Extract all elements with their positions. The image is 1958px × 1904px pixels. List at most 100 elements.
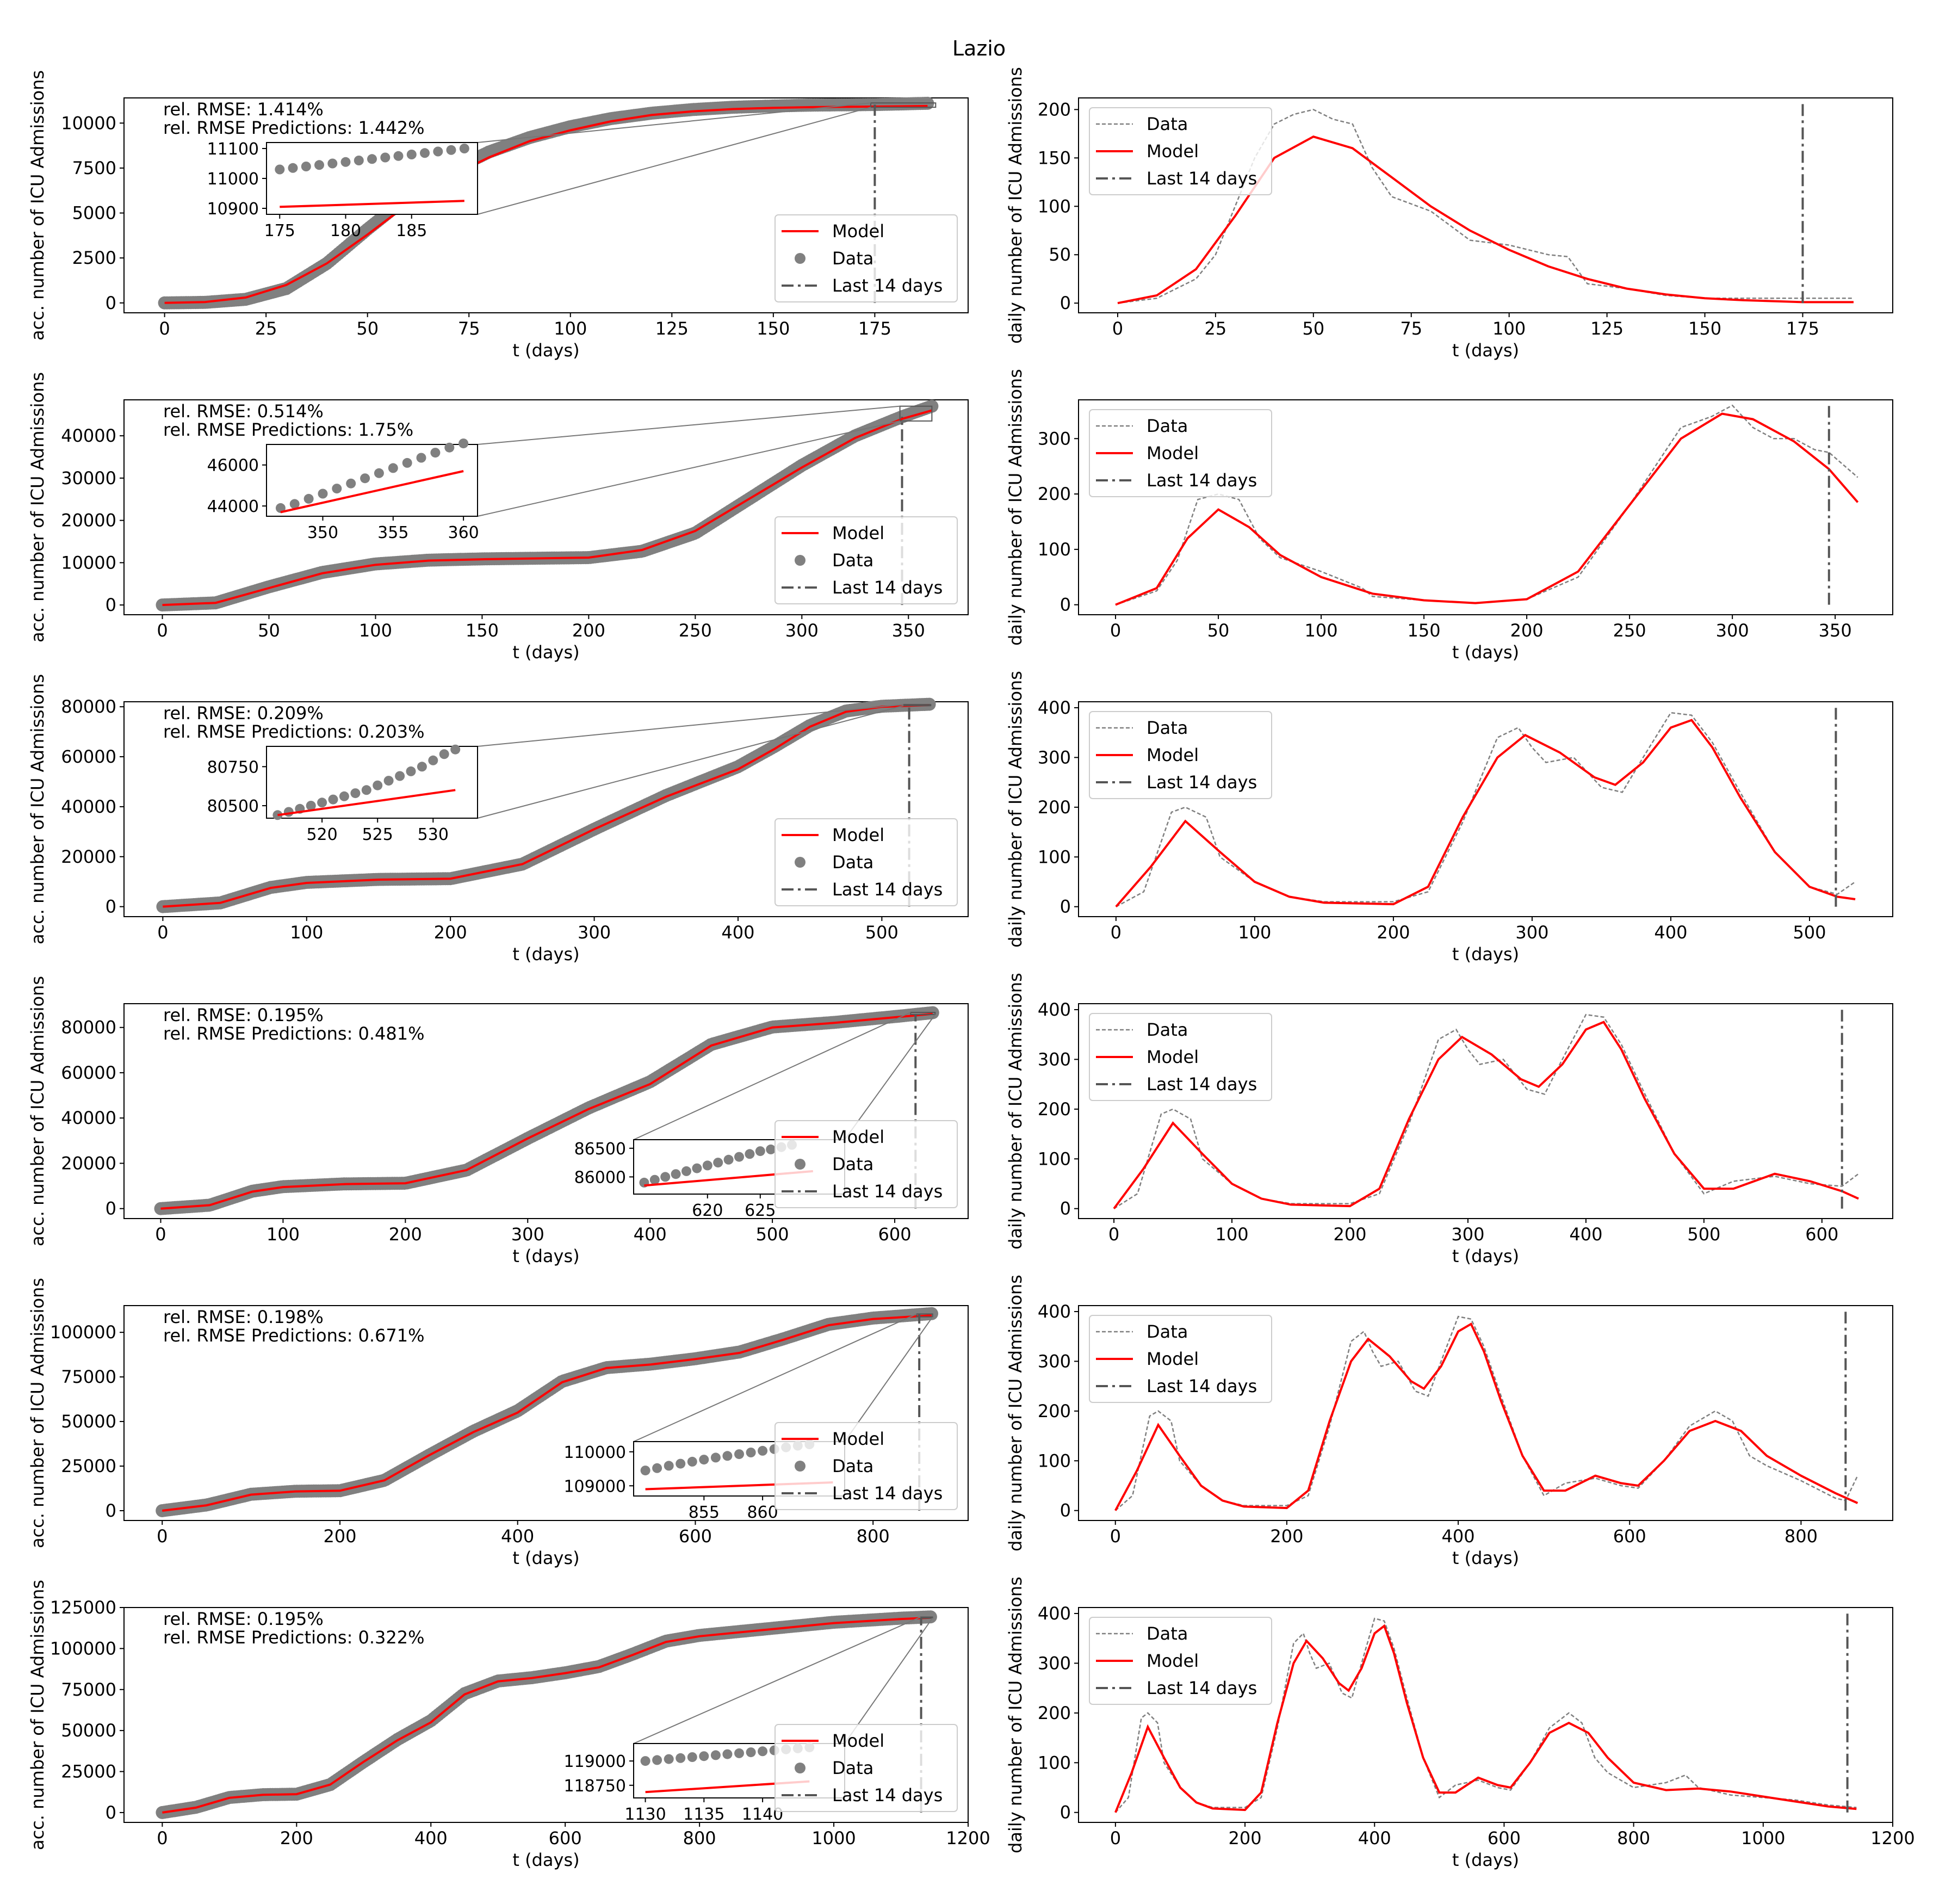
inset-data-point bbox=[339, 792, 349, 801]
x-axis-label: t (days) bbox=[512, 1246, 579, 1266]
inset-data-point bbox=[447, 145, 456, 155]
x-tick-label: 620 bbox=[692, 1201, 723, 1220]
y-tick-label: 40000 bbox=[61, 1108, 116, 1128]
y-tick-label: 44000 bbox=[207, 497, 259, 516]
x-tick-label: 400 bbox=[501, 1526, 534, 1547]
x-tick-label: 1200 bbox=[946, 1828, 990, 1849]
x-tick-label: 355 bbox=[377, 523, 408, 542]
y-tick-label: 20000 bbox=[61, 510, 116, 531]
x-tick-label: 500 bbox=[1687, 1224, 1720, 1245]
rmse-label: rel. RMSE: 1.414% bbox=[163, 99, 324, 120]
y-tick-label: 0 bbox=[1060, 1802, 1071, 1823]
x-tick-label: 400 bbox=[414, 1828, 448, 1849]
inset-data-point bbox=[758, 1746, 767, 1756]
inset-data-point bbox=[275, 165, 284, 175]
x-tick-label: 350 bbox=[307, 523, 338, 542]
y-tick-label: 200 bbox=[1038, 484, 1071, 504]
x-tick-label: 400 bbox=[1654, 922, 1687, 943]
inset-data-point bbox=[746, 1747, 756, 1757]
x-tick-label: 800 bbox=[1784, 1526, 1818, 1547]
y-tick-label: 300 bbox=[1038, 428, 1071, 449]
rmse-predictions-label: rel. RMSE Predictions: 1.75% bbox=[163, 419, 413, 440]
x-axis-label: t (days) bbox=[1452, 340, 1519, 361]
legend-data-label: Data bbox=[1147, 416, 1188, 436]
x-axis-label: t (days) bbox=[512, 1850, 579, 1870]
y-axis-label: daily number of ICU Admissions bbox=[1005, 671, 1026, 948]
rmse-label: rel. RMSE: 0.209% bbox=[163, 703, 324, 724]
inset-data-point bbox=[394, 151, 404, 161]
x-tick-label: 200 bbox=[572, 620, 605, 641]
rmse-predictions-label: rel. RMSE Predictions: 0.322% bbox=[163, 1627, 425, 1648]
inset-data-point bbox=[664, 1754, 674, 1764]
y-tick-label: 60000 bbox=[61, 746, 116, 767]
y-tick-label: 0 bbox=[1060, 897, 1071, 917]
x-tick-label: 500 bbox=[756, 1224, 789, 1245]
x-tick-label: 50 bbox=[1207, 620, 1230, 641]
y-tick-label: 300 bbox=[1038, 1653, 1071, 1673]
y-tick-label: 5000 bbox=[72, 203, 116, 224]
rmse-label: rel. RMSE: 0.195% bbox=[163, 1609, 324, 1629]
legend-data-swatch bbox=[795, 253, 805, 264]
legend-last-days-label: Last 14 days bbox=[1147, 1376, 1257, 1396]
inset-data-point bbox=[317, 798, 327, 807]
legend-last-days-label: Last 14 days bbox=[832, 879, 943, 900]
x-tick-label: 125 bbox=[655, 318, 689, 339]
inset-data-point bbox=[314, 160, 324, 170]
x-tick-label: 1130 bbox=[624, 1805, 666, 1824]
rmse-predictions-label: rel. RMSE Predictions: 0.671% bbox=[163, 1325, 425, 1346]
x-tick-label: 300 bbox=[1716, 620, 1749, 641]
inset-data-point bbox=[746, 1448, 756, 1457]
legend-model-label: Model bbox=[832, 1730, 884, 1751]
inset-data-point bbox=[676, 1459, 685, 1469]
x-tick-label: 200 bbox=[1229, 1828, 1262, 1849]
y-tick-label: 50 bbox=[1049, 244, 1071, 265]
x-axis-label: t (days) bbox=[512, 944, 579, 965]
x-tick-label: 1000 bbox=[1741, 1828, 1785, 1849]
legend-last-days-label: Last 14 days bbox=[832, 1483, 943, 1504]
y-axis-label: acc. number of ICU Admissions bbox=[27, 1580, 48, 1850]
x-tick-label: 300 bbox=[1451, 1224, 1484, 1245]
x-tick-label: 0 bbox=[1110, 620, 1121, 641]
x-tick-label: 360 bbox=[448, 523, 479, 542]
inset-data-point bbox=[346, 479, 356, 489]
x-tick-label: 100 bbox=[1238, 922, 1271, 943]
y-tick-label: 200 bbox=[1038, 1401, 1071, 1421]
x-tick-label: 180 bbox=[330, 221, 361, 240]
y-tick-label: 2500 bbox=[72, 248, 116, 268]
x-axis-label: t (days) bbox=[1452, 944, 1519, 965]
x-tick-label: 175 bbox=[1786, 318, 1819, 339]
inset-data-point bbox=[699, 1751, 709, 1761]
x-axis-label: t (days) bbox=[1452, 642, 1519, 663]
inset-data-point bbox=[722, 1750, 732, 1759]
y-tick-label: 0 bbox=[106, 1198, 116, 1219]
x-tick-label: 600 bbox=[1613, 1526, 1646, 1547]
inset-data-point bbox=[687, 1457, 697, 1467]
x-tick-label: 500 bbox=[1793, 922, 1826, 943]
inset-data-point bbox=[304, 494, 314, 504]
y-tick-label: 125000 bbox=[50, 1597, 116, 1618]
inset-data-point bbox=[758, 1446, 767, 1456]
inset-data-point bbox=[395, 771, 405, 781]
y-tick-label: 0 bbox=[106, 293, 116, 313]
y-axis-label: acc. number of ICU Admissions bbox=[27, 372, 48, 642]
inset-data-point bbox=[284, 807, 294, 817]
y-axis-label: daily number of ICU Admissions bbox=[1005, 973, 1026, 1250]
x-axis-label: t (days) bbox=[1452, 1246, 1519, 1266]
legend: ModelDataLast 14 days bbox=[775, 215, 957, 302]
x-tick-label: 100 bbox=[554, 318, 587, 339]
legend: Data Model Last 14 days bbox=[1089, 410, 1272, 497]
y-tick-label: 0 bbox=[1060, 595, 1071, 615]
y-tick-label: 200 bbox=[1038, 99, 1071, 120]
legend-last-days-label: Last 14 days bbox=[832, 1181, 943, 1202]
y-axis-label: acc. number of ICU Admissions bbox=[27, 674, 48, 944]
y-tick-label: 200 bbox=[1038, 1099, 1071, 1120]
x-tick-label: 600 bbox=[878, 1224, 912, 1245]
x-tick-label: 530 bbox=[418, 825, 449, 844]
y-tick-label: 46000 bbox=[207, 456, 259, 475]
inset-data-point bbox=[341, 157, 351, 167]
legend-data-swatch bbox=[795, 1159, 805, 1170]
inset-data-point bbox=[354, 156, 364, 165]
legend-model-label: Model bbox=[1147, 745, 1199, 765]
inset-data-point bbox=[724, 1155, 734, 1165]
x-tick-label: 600 bbox=[1488, 1828, 1521, 1849]
